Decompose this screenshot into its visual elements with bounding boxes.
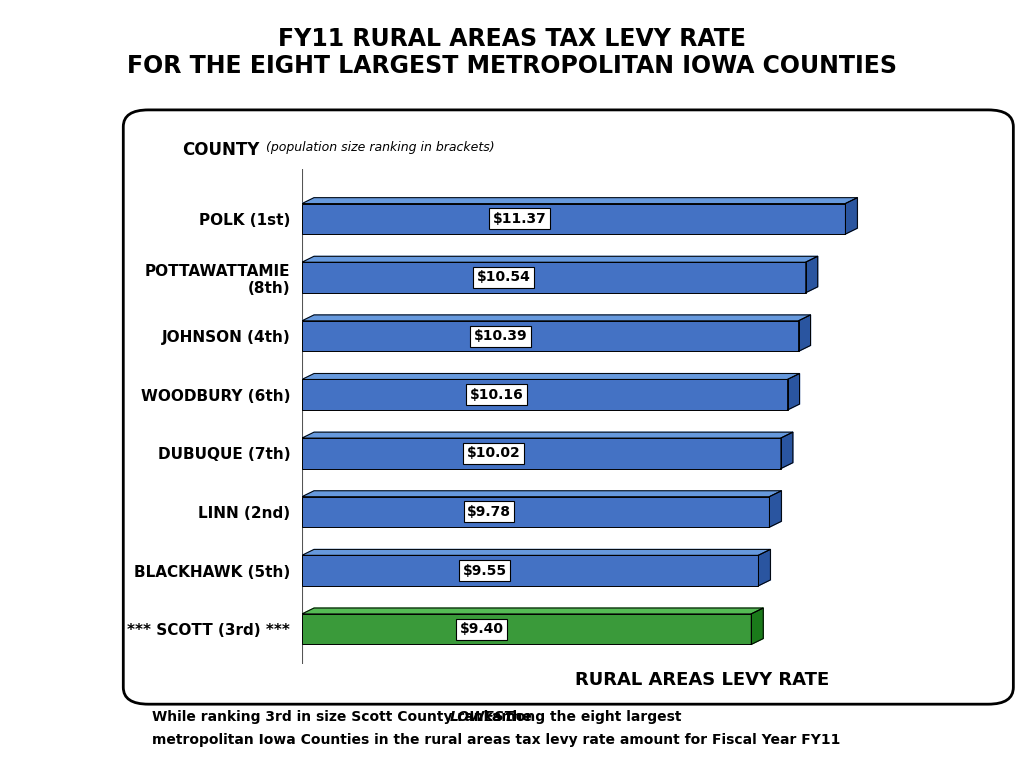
Bar	[302, 321, 799, 351]
Polygon shape	[769, 491, 781, 527]
Polygon shape	[806, 257, 818, 293]
Polygon shape	[302, 549, 770, 555]
Polygon shape	[752, 608, 763, 644]
Text: RURAL AREAS LEVY RATE: RURAL AREAS LEVY RATE	[574, 671, 829, 690]
Polygon shape	[846, 197, 857, 234]
Polygon shape	[302, 491, 781, 497]
Bar	[302, 204, 846, 234]
Bar	[302, 555, 759, 586]
Text: $10.16: $10.16	[469, 388, 523, 402]
Bar	[302, 379, 787, 410]
Polygon shape	[799, 315, 811, 351]
Bar	[302, 497, 769, 527]
Bar	[302, 262, 806, 293]
Polygon shape	[759, 549, 770, 586]
Text: FY11 RURAL AREAS TAX LEVY RATE: FY11 RURAL AREAS TAX LEVY RATE	[278, 27, 746, 51]
Polygon shape	[781, 432, 793, 468]
Polygon shape	[302, 197, 857, 204]
Text: FOR THE EIGHT LARGEST METROPOLITAN IOWA COUNTIES: FOR THE EIGHT LARGEST METROPOLITAN IOWA …	[127, 54, 897, 78]
Text: $9.78: $9.78	[467, 505, 511, 519]
Text: $10.54: $10.54	[476, 270, 530, 284]
Text: metropolitan Iowa Counties in the rural areas tax levy rate amount for Fiscal Ye: metropolitan Iowa Counties in the rural …	[152, 733, 840, 747]
Text: LOWEST: LOWEST	[451, 710, 514, 724]
Text: COUNTY: COUNTY	[182, 141, 259, 159]
Polygon shape	[302, 373, 800, 379]
Bar	[302, 438, 781, 468]
Text: $9.55: $9.55	[463, 564, 507, 578]
Polygon shape	[787, 373, 800, 410]
Bar	[302, 614, 752, 644]
Text: $9.40: $9.40	[460, 622, 504, 636]
Text: $10.39: $10.39	[474, 329, 527, 343]
Text: While ranking 3rd in size Scott County ranks the: While ranking 3rd in size Scott County r…	[152, 710, 537, 724]
Polygon shape	[302, 608, 763, 614]
Text: (population size ranking in brackets): (population size ranking in brackets)	[262, 141, 495, 154]
Polygon shape	[302, 257, 818, 262]
Polygon shape	[302, 432, 793, 438]
Polygon shape	[302, 315, 811, 321]
Text: $11.37: $11.37	[493, 212, 546, 226]
Text: $10.02: $10.02	[467, 446, 520, 460]
Text: among the eight largest: among the eight largest	[486, 710, 681, 724]
